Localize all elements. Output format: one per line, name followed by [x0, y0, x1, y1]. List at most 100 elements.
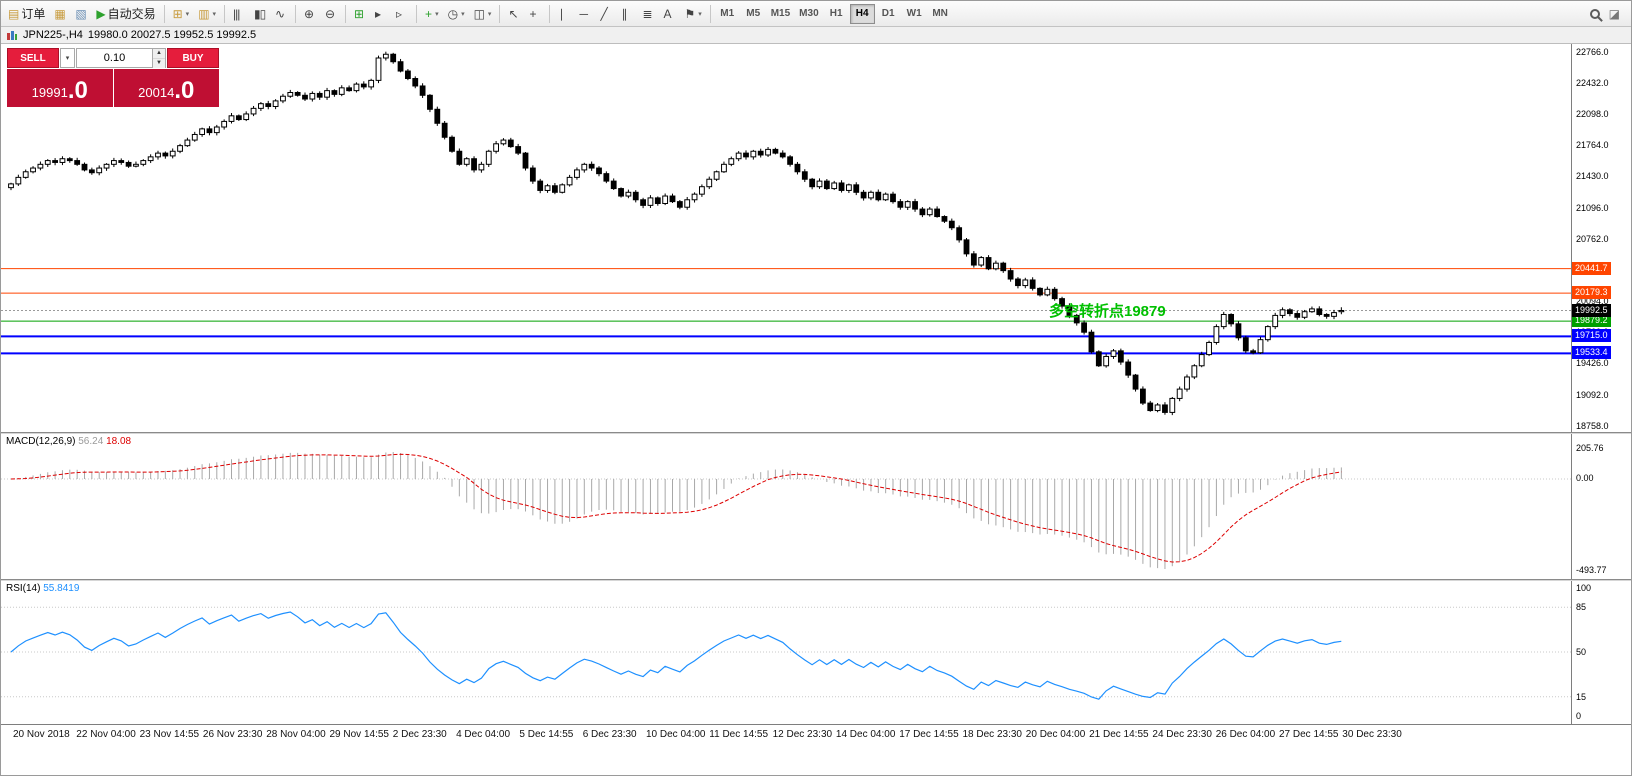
price-tick: 22432.0 — [1576, 77, 1609, 88]
templates-button[interactable]: ◫ ▾ — [470, 3, 496, 25]
volume-spinner: ▲ ▼ — [152, 49, 165, 68]
sell-button[interactable]: SELL — [7, 48, 59, 68]
volume-input[interactable] — [77, 49, 152, 67]
bar-chart-type-button[interactable]: ||| — [229, 3, 249, 25]
new-order-button[interactable]: ▤ 订单 — [4, 3, 49, 25]
macd-histogram — [17, 452, 1342, 569]
macd-signal-value: 18.08 — [106, 436, 132, 447]
tile-windows-icon: ⊞ — [354, 6, 364, 21]
timeframe-w1[interactable]: W1 — [902, 4, 927, 24]
candles-icon: ▮▯ — [254, 6, 266, 21]
chart-ohlc-readout: 19980.0 20027.5 19952.5 19992.5 — [87, 29, 257, 41]
order-type-dropdown[interactable]: ▾ — [60, 48, 75, 68]
tile-windows-button[interactable]: ⊞ — [350, 3, 370, 25]
quick-nav-icon[interactable]: ◪ — [1608, 6, 1620, 21]
profiles-button[interactable]: ▥ ▾ — [194, 3, 220, 25]
arrows-button[interactable]: ⚑ ▾ — [680, 3, 705, 25]
rsi-tick: 100 — [1576, 583, 1592, 593]
zoom-in-button[interactable]: ⊕ — [300, 3, 320, 25]
toolbar-separator — [709, 4, 711, 23]
vertical-line-button[interactable]: ∣ — [554, 3, 574, 25]
time-label: 27 Dec 14:55 — [1279, 729, 1339, 740]
price-tick: 18758.0 — [1576, 420, 1609, 431]
cursor-button[interactable]: ↖ — [504, 3, 524, 25]
macd-chart[interactable] — [1, 434, 1571, 579]
toolbar-separator — [549, 4, 551, 23]
auto-scroll-button[interactable]: ▸ — [371, 3, 391, 25]
macd-signal-line — [10, 453, 1342, 563]
channel-button[interactable]: ∥ — [617, 3, 637, 25]
spin-up-icon[interactable]: ▲ — [153, 49, 165, 59]
rsi-chart[interactable] — [1, 581, 1571, 724]
spin-down-icon[interactable]: ▼ — [153, 59, 165, 68]
search-icon[interactable] — [1589, 8, 1600, 19]
timeframe-m5[interactable]: M5 — [741, 4, 766, 24]
timeframe-h1[interactable]: H1 — [824, 4, 849, 24]
one-click-trading-panel: SELL ▾ ▲ ▼ BUY 19991 — [7, 48, 219, 107]
timeframe-d1[interactable]: D1 — [876, 4, 901, 24]
periods-button[interactable]: ◷ ▾ — [444, 3, 469, 25]
charts-icon: ▦ — [54, 6, 65, 21]
price-axis[interactable]: 22766.0 22432.0 22098.0 21764.0 21430.0 21096… — [1571, 44, 1632, 432]
time-label: 18 Dec 23:30 — [962, 729, 1023, 740]
auto-scroll-icon: ▸ — [375, 6, 381, 21]
time-label: 20 Dec 04:00 — [1025, 729, 1086, 740]
chevron-down-icon: ▾ — [487, 10, 492, 18]
profiles-icon: ▥ — [198, 6, 209, 21]
time-label: 4 Dec 04:00 — [456, 729, 511, 740]
toolbar-separator — [499, 4, 501, 23]
time-label: 24 Dec 23:30 — [1152, 729, 1212, 740]
timeframe-mn[interactable]: MN — [928, 4, 953, 24]
line-price-badge: 19715.0 — [1572, 329, 1611, 343]
macd-main-value: 56.24 — [78, 436, 104, 447]
new-chart-button[interactable]: ⊞ ▾ — [169, 3, 194, 25]
price-tick: 22098.0 — [1576, 109, 1609, 120]
rsi-tick: 50 — [1576, 647, 1587, 657]
indicators-button[interactable]: + ▾ — [421, 3, 443, 25]
rsi-name: RSI(14) — [6, 583, 41, 594]
fibonacci-button[interactable]: ≣ — [638, 3, 658, 25]
rsi-value: 55.8419 — [43, 583, 80, 594]
new-order-icon: ▤ — [8, 6, 19, 21]
horizontal-line-button[interactable]: ─ — [575, 3, 595, 25]
timeframe-h4[interactable]: H4 — [849, 3, 875, 24]
toolbar-separator — [163, 4, 165, 23]
buy-button[interactable]: BUY — [167, 48, 219, 68]
vertical-line-icon: ∣ — [558, 6, 564, 21]
chart-titlebar[interactable]: JPN225-,H4 19980.0 20027.5 19952.5 19992… — [1, 27, 1631, 44]
chart-shift-button[interactable]: ▹ — [392, 3, 412, 25]
rsi-axis[interactable]: 100 85 50 15 0 — [1571, 581, 1632, 724]
chevron-down-icon: ▾ — [212, 10, 217, 18]
macd-label: MACD(12,26,9) 56.24 18.08 — [6, 436, 132, 447]
chart-annotation-text[interactable]: 多空转折点19879 — [1049, 303, 1166, 320]
macd-axis[interactable]: 205.76 0.00 -493.77 — [1571, 434, 1632, 579]
buy-price[interactable]: 20014 .0 — [113, 69, 219, 107]
buy-price-frac: .0 — [174, 77, 195, 104]
pane-splitter[interactable] — [1, 579, 1631, 581]
strategy-tester-button[interactable]: ▧ — [71, 3, 91, 25]
candlestick-chart[interactable] — [1, 44, 1571, 432]
chevron-down-icon: ▾ — [698, 10, 702, 18]
timeframe-m30[interactable]: M30 — [795, 4, 822, 24]
zoom-out-button[interactable]: ⊖ — [321, 3, 341, 25]
timeframe-m1[interactable]: M1 — [715, 4, 740, 24]
macd-tick: 0.00 — [1576, 473, 1594, 483]
autotrading-button-label: 自动交易 — [107, 7, 156, 21]
line-type-button[interactable]: ∿ — [271, 3, 291, 25]
autotrading-button[interactable]: ▶ 自动交易 — [92, 3, 159, 25]
text-label-button[interactable]: A — [659, 3, 679, 25]
chart-window-icon[interactable] — [6, 30, 18, 41]
sell-price[interactable]: 19991 .0 — [7, 69, 113, 107]
time-axis[interactable]: 20 Nov 2018 22 Nov 04:00 23 Nov 14:55 26 No… — [1, 724, 1631, 744]
pane-splitter[interactable] — [1, 432, 1631, 434]
timeframe-m15[interactable]: M15 — [767, 4, 794, 24]
chart-shift-icon: ▹ — [396, 6, 402, 21]
price-tick: 20094.0 — [1576, 296, 1609, 307]
candlestick-type-button[interactable]: ▮▯ — [250, 3, 270, 25]
time-label: 5 Dec 14:55 — [519, 729, 574, 740]
charts-button[interactable]: ▦ — [50, 3, 70, 25]
toolbar-separator — [295, 4, 297, 23]
macd-tick: 205.76 — [1576, 443, 1604, 453]
crosshair-button[interactable]: + — [525, 3, 545, 25]
trendline-button[interactable]: ╱ — [596, 3, 616, 25]
